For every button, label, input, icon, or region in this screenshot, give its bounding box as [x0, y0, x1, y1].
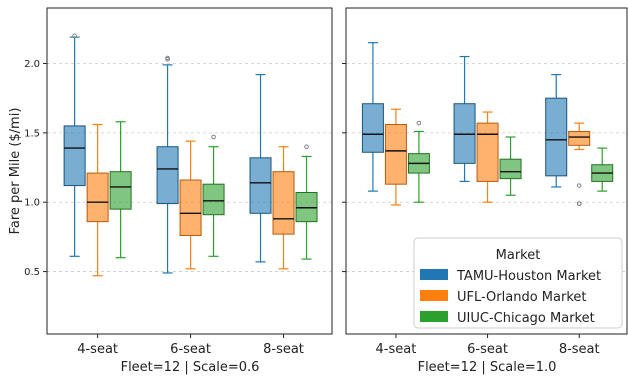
- right-category-label-0: 4-seat: [376, 342, 417, 357]
- box-body: [568, 130, 591, 146]
- right-box-tamu-8-seat: [545, 73, 568, 188]
- box-body: [63, 125, 86, 187]
- legend-frame: [413, 237, 623, 329]
- box-body: [249, 157, 272, 214]
- y-axis-label: Fare per Mile ($/mi): [8, 108, 23, 235]
- outlier-0: [576, 183, 582, 188]
- right-box-uiuc-4-seat: [407, 120, 430, 203]
- left-axes-frame: [46, 7, 333, 335]
- outlier-0: [211, 134, 216, 140]
- box-body: [476, 122, 499, 182]
- left-box-tamu-8-seat: [249, 73, 272, 263]
- left-box-ufl-4-seat: [86, 123, 109, 277]
- outlier-0: [304, 144, 309, 149]
- legend-label-uiuc: UIUC-Chicago Market: [457, 311, 595, 326]
- box-body: [202, 183, 225, 216]
- box-body: [179, 179, 202, 237]
- legend-swatch-tamu: [420, 269, 448, 280]
- legend-swatch-uiuc: [420, 311, 448, 322]
- right-box-ufl-6-seat: [476, 111, 499, 203]
- outlier-0: [416, 120, 422, 126]
- box-body: [272, 171, 295, 235]
- left-category-label-2: 8-seat: [263, 342, 304, 357]
- left-x-axis-label: Fleet=12 | Scale=0.6: [121, 360, 260, 375]
- legend: Market TAMU-Houston Market UFL-Orlando Mar…: [413, 237, 623, 329]
- right-x-axis-label: Fleet=12 | Scale=1.0: [418, 360, 557, 375]
- left-box-uiuc-4-seat: [109, 121, 132, 259]
- right-box-ufl-4-seat: [384, 108, 407, 206]
- legend-label-tamu: TAMU-Houston Market: [456, 269, 601, 284]
- right-category-label-2: 8-seat: [559, 342, 600, 357]
- y-tick-label-0: 0.5: [24, 267, 40, 278]
- right-box-uiuc-8-seat: [591, 147, 614, 192]
- right-box-tamu-4-seat: [361, 42, 384, 192]
- box-body: [109, 171, 132, 210]
- outlier-2: [576, 201, 582, 206]
- outlier-1: [165, 55, 170, 61]
- left-box-ufl-6-seat: [179, 140, 202, 270]
- right-category-label-1: 6-seat: [467, 342, 508, 357]
- y-tick-label-3: 2.0: [24, 59, 40, 70]
- left-box-ufl-8-seat: [272, 146, 295, 270]
- box-body: [156, 146, 179, 205]
- left-category-label-0: 4-seat: [77, 342, 118, 357]
- left-category-label-1: 6-seat: [170, 342, 211, 357]
- outlier-0: [165, 57, 170, 62]
- outlier-0: [72, 33, 77, 38]
- left-box-tamu-6-seat: [156, 55, 179, 274]
- right-box-uiuc-6-seat: [499, 136, 522, 196]
- legend-label-ufl: UFL-Orlando Market: [457, 290, 586, 305]
- y-tick-label-2: 1.5: [24, 128, 40, 139]
- y-tick-label-1: 1.0: [24, 198, 40, 209]
- legend-title: Market: [496, 248, 541, 263]
- left-box-uiuc-6-seat: [202, 134, 225, 257]
- legend-swatch-ufl: [420, 290, 448, 301]
- box-body: [86, 172, 109, 223]
- right-box-tamu-6-seat: [453, 55, 476, 183]
- left-box-tamu-4-seat: [63, 33, 86, 257]
- right-box-ufl-8-seat: [568, 122, 591, 206]
- box-body: [499, 158, 522, 180]
- box-body: [361, 103, 384, 153]
- box-body: [384, 124, 407, 185]
- left-box-uiuc-8-seat: [295, 144, 318, 260]
- box-body: [545, 97, 568, 177]
- right-axes-frame: [345, 7, 628, 335]
